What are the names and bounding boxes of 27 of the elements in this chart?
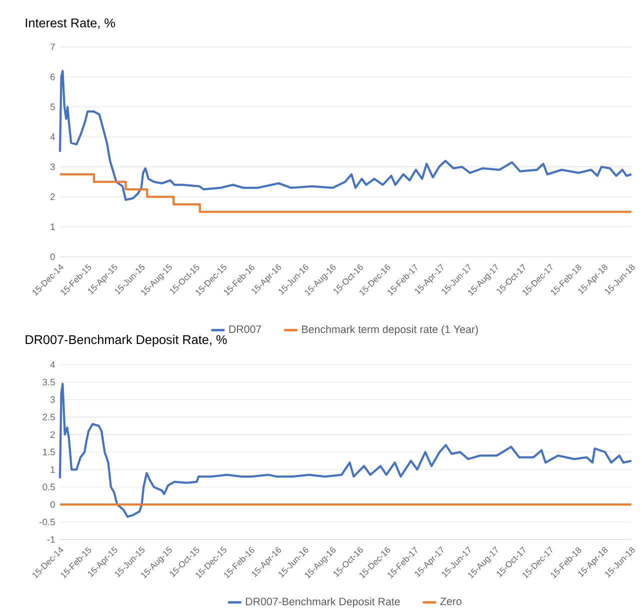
y-tick-label: 3.5 xyxy=(42,379,55,386)
y-tick-label: 1 xyxy=(50,224,55,230)
y-tick-label: 5 xyxy=(50,104,55,110)
chart-title: DR007-Benchmark Deposit Rate, % xyxy=(26,335,227,347)
y-tick-label: 3 xyxy=(50,164,55,170)
legend-label: DR007 xyxy=(229,326,262,334)
y-tick-label: 2.5 xyxy=(42,414,55,421)
y-tick-label: 2 xyxy=(50,432,55,438)
legend-label: DR007-Benchmark Deposit Rate xyxy=(246,598,400,608)
y-tick-label: 6 xyxy=(50,74,55,80)
y-tick-label: -0.5 xyxy=(40,518,55,526)
legend-label: Zero xyxy=(440,598,462,606)
y-tick-label: 0.5 xyxy=(42,484,55,491)
y-tick-label: 2 xyxy=(50,194,55,200)
y-tick-label: 4 xyxy=(50,134,55,140)
y-tick-label: 1.5 xyxy=(42,449,55,456)
legend-label: Benchmark term deposit rate (1 Year) xyxy=(302,325,478,336)
y-tick-label: 4 xyxy=(50,362,55,368)
y-tick-label: 1 xyxy=(50,466,55,473)
y-tick-label: 3 xyxy=(50,396,55,404)
line-series xyxy=(58,70,632,202)
line-series xyxy=(58,383,632,518)
y-tick-label: 0 xyxy=(50,501,55,508)
chart-title: Interest Rate, % xyxy=(26,18,115,30)
y-tick-label: 7 xyxy=(50,44,55,50)
y-tick-label: -1 xyxy=(47,536,55,543)
y-tick-label: 0 xyxy=(50,254,55,260)
